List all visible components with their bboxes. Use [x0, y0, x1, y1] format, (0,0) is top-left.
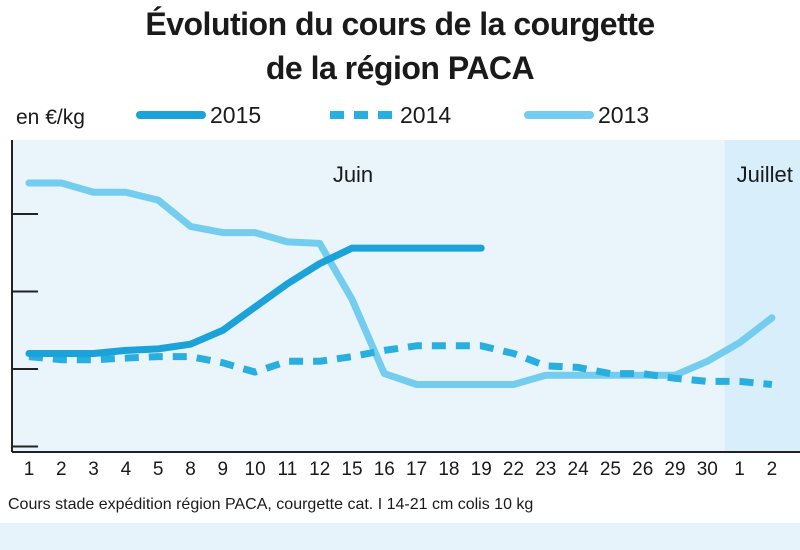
- x-tick-label: 23: [535, 459, 556, 480]
- chart-title-line-1: Évolution du cours de la courgette: [145, 6, 655, 42]
- x-tick-label: 10: [245, 459, 266, 480]
- x-tick-label: 22: [503, 459, 524, 480]
- series-line-2014: [28, 342, 773, 388]
- x-tick-label: 26: [632, 459, 653, 480]
- footer-band: [0, 523, 800, 550]
- x-tick-label: 30: [697, 459, 718, 480]
- x-tick-label: 16: [374, 459, 395, 480]
- x-tick-label: 24: [568, 459, 590, 480]
- x-tick-label: 2: [56, 459, 67, 480]
- chart-title-line-2: de la région PACA: [265, 50, 535, 86]
- plot-background-july: [724, 140, 800, 452]
- month-label-june: Juin: [333, 162, 373, 187]
- x-tick-label: 18: [438, 459, 459, 480]
- x-tick-label: 1: [734, 459, 745, 480]
- x-tick-label: 15: [341, 459, 362, 480]
- x-tick-label: 3: [88, 459, 99, 480]
- month-label-july: Juillet: [737, 162, 793, 187]
- x-tick-label: 4: [121, 459, 132, 480]
- x-tick-label: 17: [406, 459, 427, 480]
- legend-label-2015: 2015: [210, 102, 261, 128]
- chart-title: Évolution du cours de la courgette de la…: [0, 2, 800, 90]
- x-tick-label: 9: [218, 459, 229, 480]
- x-tick-label: 11: [278, 459, 298, 480]
- y-axis-label: en €/kg: [16, 106, 85, 129]
- source-note: Cours stade expédition région PACA, cour…: [8, 496, 534, 513]
- x-tick-label: 19: [471, 459, 492, 480]
- x-tick-label: 25: [600, 459, 621, 480]
- series-line-2015: [25, 244, 485, 357]
- x-tick-label: 29: [664, 459, 685, 480]
- legend-label-2014: 2014: [400, 102, 451, 128]
- legend-label-2013: 2013: [598, 102, 649, 128]
- x-tick-label: 8: [185, 459, 196, 480]
- x-tick-label: 12: [309, 459, 330, 480]
- x-tick-label: 2: [767, 459, 778, 480]
- x-tick-label: 1: [24, 459, 35, 480]
- x-tick-label: 5: [153, 459, 164, 480]
